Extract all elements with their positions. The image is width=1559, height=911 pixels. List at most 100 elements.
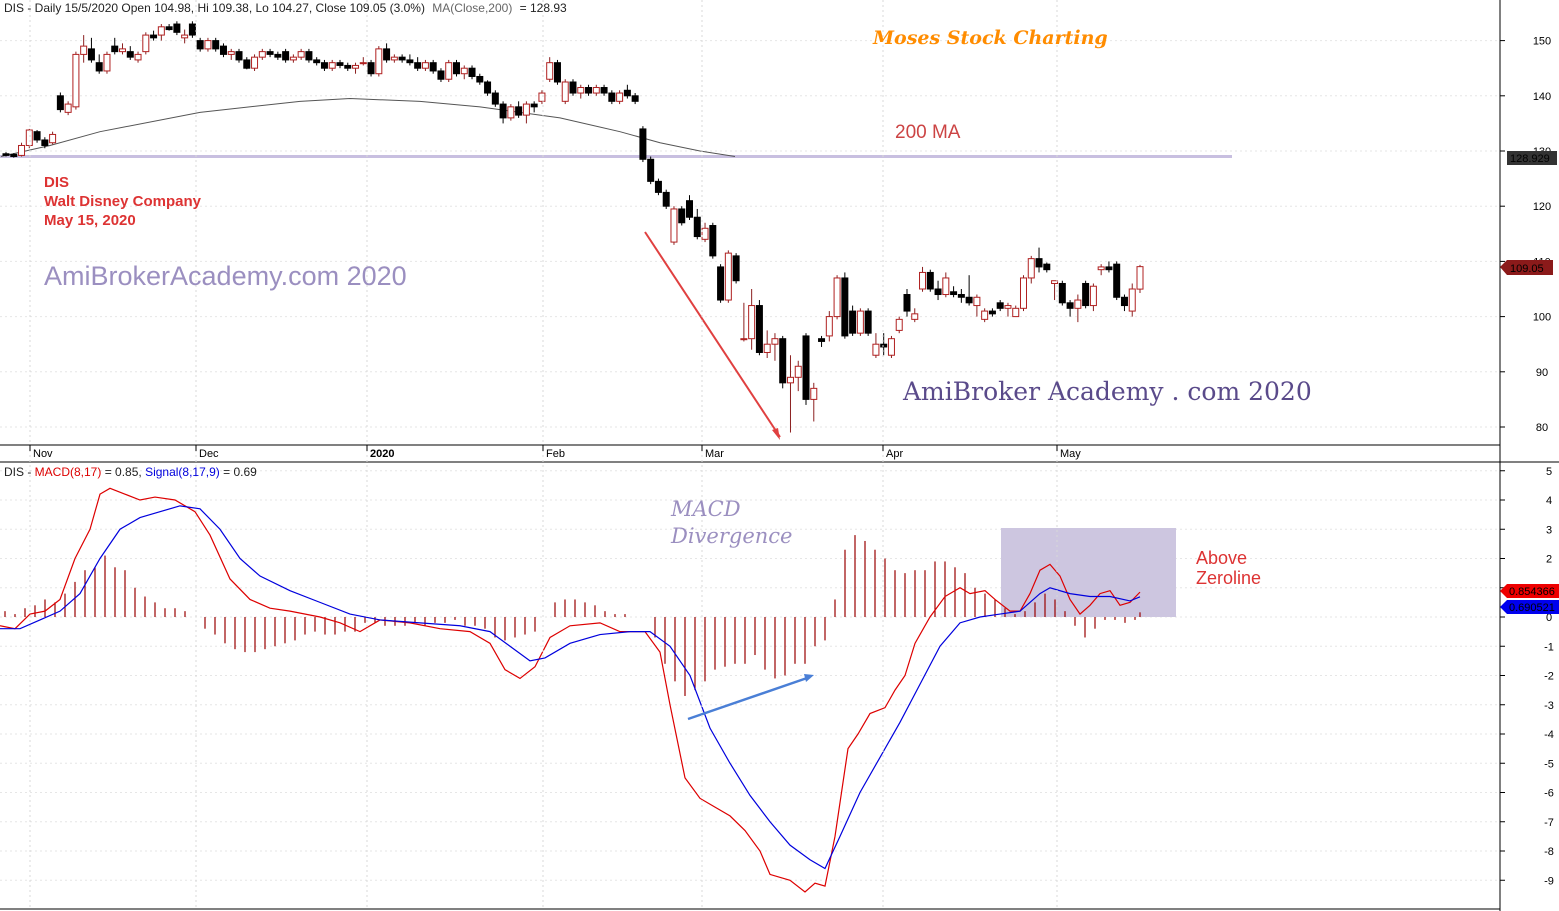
candle [561, 79, 569, 105]
month-label: 2020 [370, 448, 394, 460]
candle-body [282, 51, 290, 61]
candle [336, 59, 344, 69]
candle [460, 65, 468, 80]
moses-title: Moses Stock Charting [872, 27, 1108, 49]
candle-body [880, 343, 888, 348]
macd-tick-label: -6 [1544, 788, 1554, 800]
candle [2, 152, 10, 157]
macd-value-badge: 0.854366 [1500, 584, 1559, 598]
candle-body [701, 227, 709, 240]
candle-body [41, 139, 49, 146]
candle [274, 51, 282, 60]
macd-tick-label: 5 [1546, 466, 1552, 478]
candle [344, 62, 352, 71]
candle-body [1089, 285, 1097, 307]
candle-body [165, 26, 173, 31]
candle [600, 84, 608, 96]
candle-body [1012, 307, 1020, 318]
candle [484, 80, 492, 96]
candle-body [872, 343, 880, 356]
candle [421, 59, 429, 71]
candle-body [724, 252, 732, 301]
macd-y-axis: 543210-1-2-3-4-5-6-7-8-9 [1500, 466, 1554, 887]
candle [1089, 283, 1097, 312]
candle-body [421, 62, 429, 69]
candle [717, 264, 725, 303]
candle [49, 131, 57, 145]
candle [282, 48, 290, 63]
candle [313, 57, 321, 66]
candle-body [1035, 258, 1043, 268]
candle [763, 330, 771, 358]
candle [903, 289, 911, 317]
candle-body [491, 92, 499, 105]
candle [64, 101, 72, 116]
candle [1105, 261, 1113, 273]
candle-body [926, 271, 934, 290]
candle [1097, 264, 1105, 276]
candle [352, 62, 360, 74]
candle [1058, 280, 1066, 306]
candle-body [336, 62, 344, 66]
candles [2, 21, 1144, 433]
candle [445, 59, 453, 82]
macd-divergence-1: MACD [670, 497, 741, 521]
candle [864, 308, 872, 336]
candle [818, 335, 826, 347]
candle [429, 59, 437, 74]
candle-body [608, 92, 616, 102]
candle [748, 289, 756, 350]
candle [1043, 262, 1051, 273]
candle [880, 333, 888, 356]
candle-body [810, 387, 818, 400]
candle-body [802, 335, 810, 400]
candle-body [352, 64, 360, 69]
candle-body [406, 59, 414, 64]
candle [724, 250, 732, 303]
candle-body [600, 87, 608, 94]
candle [981, 308, 989, 323]
candle [530, 101, 538, 113]
candle [833, 275, 841, 320]
candle [522, 101, 530, 124]
candle-body [507, 106, 515, 119]
candle-body [25, 129, 33, 146]
x-axis: Nov Dec 2020 Feb Mar Apr May [29, 0, 1081, 909]
candle [856, 308, 864, 336]
price-tick-label: 120 [1533, 201, 1551, 213]
candle [934, 280, 942, 301]
close-price-badge: 109.05 [1500, 260, 1553, 275]
candle [25, 128, 33, 149]
candle-body [965, 296, 973, 304]
svg-text:109.05: 109.05 [1510, 263, 1544, 275]
candle-body [786, 376, 794, 384]
candle-body [686, 200, 694, 218]
candle-body [196, 40, 204, 50]
candle [686, 195, 694, 220]
candle [87, 37, 95, 63]
candle-body [1082, 282, 1090, 307]
price-tick-label: 150 [1533, 36, 1551, 48]
month-label: Apr [886, 448, 903, 460]
candle-body [414, 62, 422, 69]
candle [1113, 261, 1121, 301]
candle-body [95, 62, 103, 72]
candle [243, 57, 251, 70]
candle [1035, 247, 1043, 273]
candle [406, 54, 414, 66]
price-tick-label: 140 [1533, 91, 1551, 103]
candle [569, 79, 577, 96]
candle-body [359, 62, 367, 65]
candle-body [887, 338, 895, 356]
candle-body [856, 310, 864, 334]
candle [157, 24, 165, 41]
candle [631, 93, 639, 105]
candle-body [87, 48, 95, 61]
candle-body [181, 34, 189, 39]
candle [266, 48, 274, 58]
candle [320, 59, 328, 71]
candle-body [864, 310, 872, 334]
candle-body [212, 40, 220, 50]
candle-body [647, 158, 655, 182]
